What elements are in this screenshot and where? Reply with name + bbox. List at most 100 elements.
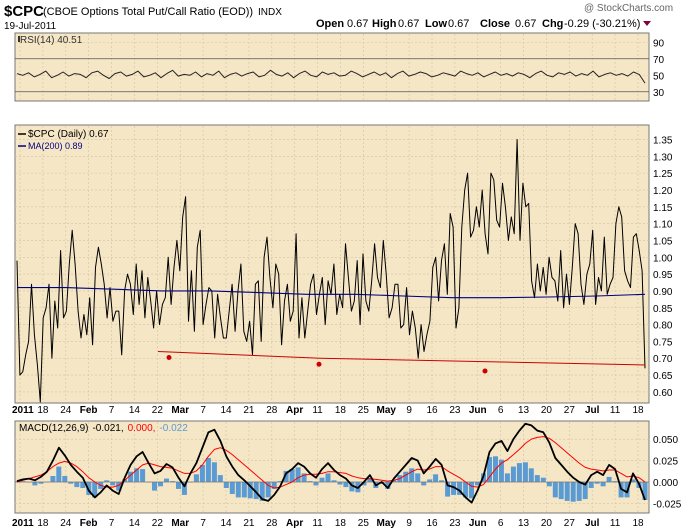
histogram-bar [415, 473, 421, 482]
rsi-legend: RSI(14) 40.51 [20, 35, 83, 46]
histogram-bar [86, 482, 92, 495]
x-axis-label: 7 [200, 518, 206, 529]
macd-tick-label: 0.025 [653, 457, 678, 468]
histogram-bar [421, 482, 427, 486]
x-axis-label: 23 [449, 405, 461, 416]
histogram-bar [612, 481, 618, 482]
x-axis-label: May [376, 405, 396, 416]
x-axis-label: 14 [220, 518, 232, 529]
histogram-bar [110, 482, 116, 486]
x-axis-ticks: 2011 18 24 Feb 7 14 22 Mar 7 14 21 28 Apr 11 18 25 May 9 1… [12, 405, 644, 529]
histogram-bar [498, 459, 504, 482]
x-axis-label: 28 [266, 405, 278, 416]
macd-legend-value: -0.021, [92, 423, 123, 434]
histogram-bar [313, 482, 319, 486]
rsi-panel [14, 32, 650, 102]
histogram-bar [50, 476, 56, 482]
x-axis-label: 11 [312, 405, 323, 416]
histogram-bar [164, 478, 169, 482]
histogram-bar [181, 482, 187, 495]
histogram-bar [510, 466, 516, 482]
symbol-title: $CPC [4, 3, 44, 20]
price-tick-label: 1.35 [653, 135, 673, 146]
price-layer [16, 139, 646, 403]
x-axis-label: May [376, 518, 396, 529]
histogram-bar [427, 479, 433, 482]
ma200-legend: MA(200) 0.89 [28, 141, 83, 151]
histogram-bar [433, 474, 439, 482]
price-tick-label: 1.20 [653, 186, 673, 197]
histogram-bar [158, 482, 163, 487]
histogram-bar [594, 482, 600, 484]
histogram-bar [349, 482, 355, 492]
histogram-bar [409, 468, 415, 482]
x-axis-label: Apr [286, 405, 303, 416]
price-tick-label: 0.70 [653, 354, 673, 365]
price-tick-label: 0.90 [653, 287, 673, 298]
close-label: Close [480, 18, 510, 30]
histogram-bar [516, 463, 522, 482]
macd-tick-label: 0.050 [653, 435, 678, 446]
histogram-bar [199, 464, 205, 482]
histogram-bar [247, 482, 253, 499]
histogram-bar [241, 482, 247, 498]
histogram-bar [217, 475, 223, 482]
macd-layer [14, 422, 649, 504]
x-axis-label: 13 [518, 405, 530, 416]
x-axis-label: 18 [37, 405, 49, 416]
histogram-bar [564, 482, 570, 501]
histogram-bar [92, 482, 98, 498]
histogram-bar [193, 474, 199, 482]
x-axis-label: 18 [37, 518, 49, 529]
x-axis-label: 16 [426, 518, 438, 529]
x-axis-label: 21 [243, 518, 255, 529]
histogram-bar [32, 482, 38, 486]
histogram-bar [289, 469, 295, 482]
macd-legend: MACD(12,26,9) -0.021, 0.000, -0.022 [19, 423, 188, 434]
price-tick-label: 0.85 [653, 304, 673, 315]
histogram-bar [391, 480, 397, 482]
histogram-bar [582, 482, 588, 500]
histogram-bar [325, 473, 331, 482]
x-axis-label: Apr [286, 518, 303, 529]
histogram-bar [80, 482, 86, 488]
rsi-tick-label: 90 [653, 38, 665, 49]
histogram-bar [211, 462, 217, 482]
y-axis-ticks: 90 70 50 30 1.35 1.30 1.25 1.20 1.15 1.10 1.05 1.00… [653, 38, 682, 510]
x-axis-label: 25 [358, 405, 370, 416]
histogram-bar [205, 458, 211, 482]
histogram-bar [403, 471, 409, 482]
x-axis-label: 9 [406, 405, 412, 416]
x-axis-label: 24 [60, 405, 72, 416]
x-axis-label: 24 [60, 518, 72, 529]
histogram-bar [504, 473, 510, 482]
histogram-bar [68, 482, 74, 484]
x-axis-label: 18 [335, 405, 347, 416]
histogram-bar [38, 482, 44, 484]
stockcharts-watermark: @ StockCharts.com [584, 3, 673, 14]
x-axis-label: Feb [80, 405, 98, 416]
x-axis-label: 22 [152, 518, 164, 529]
signal-legend-value: 0.000, [128, 423, 156, 434]
histogram-bar [223, 482, 229, 488]
x-axis-label: 7 [109, 405, 115, 416]
price-panel [14, 124, 650, 404]
x-axis-label: 18 [335, 518, 347, 529]
exchange-label: INDX [258, 7, 282, 18]
price-legend: $CPC (Daily) 0.67 [28, 129, 109, 140]
x-axis-label: 11 [610, 518, 621, 529]
x-axis-label: 14 [220, 405, 232, 416]
macd-tick-label: -0.025 [653, 499, 682, 510]
histogram-bar [152, 482, 157, 491]
price-tick-label: 0.65 [653, 371, 673, 382]
x-axis-label: 23 [449, 518, 461, 529]
x-axis-label: 11 [312, 518, 323, 529]
histogram-bar [128, 471, 134, 482]
histogram-bar [271, 482, 277, 489]
chg-label: Chg [542, 18, 563, 30]
low-label: Low [425, 18, 447, 30]
price-tick-label: 0.80 [653, 321, 673, 332]
histogram-bar [588, 482, 594, 488]
histogram-bar [140, 469, 146, 482]
x-axis-label: 6 [498, 405, 504, 416]
